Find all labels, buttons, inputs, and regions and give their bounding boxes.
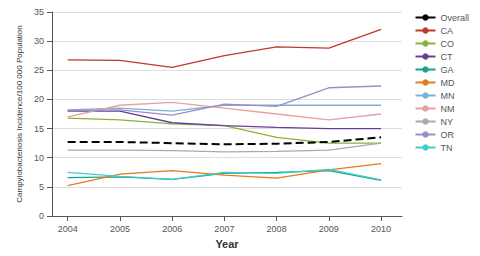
svg-text:2008: 2008: [267, 224, 287, 234]
svg-text:NY: NY: [440, 117, 453, 127]
svg-text:2007: 2007: [214, 224, 234, 234]
svg-text:GA: GA: [440, 65, 453, 75]
svg-text:2004: 2004: [58, 224, 78, 234]
svg-text:MD: MD: [440, 78, 454, 88]
svg-text:CA: CA: [440, 26, 453, 36]
svg-text:Overall: Overall: [440, 13, 469, 23]
svg-text:20: 20: [34, 94, 44, 104]
svg-text:2006: 2006: [162, 224, 182, 234]
svg-text:TN: TN: [440, 143, 452, 153]
svg-text:0: 0: [39, 211, 44, 221]
svg-text:CO: CO: [440, 39, 454, 49]
svg-text:5: 5: [39, 182, 44, 192]
svg-text:NM: NM: [440, 104, 454, 114]
svg-text:35: 35: [34, 7, 44, 17]
svg-text:30: 30: [34, 36, 44, 46]
svg-text:15: 15: [34, 124, 44, 134]
svg-text:OR: OR: [440, 130, 454, 140]
svg-text:2010: 2010: [371, 224, 391, 234]
svg-text:MN: MN: [440, 91, 454, 101]
svg-text:2009: 2009: [319, 224, 339, 234]
svg-text:25: 25: [34, 65, 44, 75]
svg-text:Campylobacteriosis Incidence/1: Campylobacteriosis Incidence/100 000 Pop…: [15, 25, 24, 202]
svg-text:CT: CT: [440, 52, 452, 62]
svg-text:Year: Year: [215, 238, 239, 250]
svg-text:2005: 2005: [110, 224, 130, 234]
svg-text:10: 10: [34, 153, 44, 163]
